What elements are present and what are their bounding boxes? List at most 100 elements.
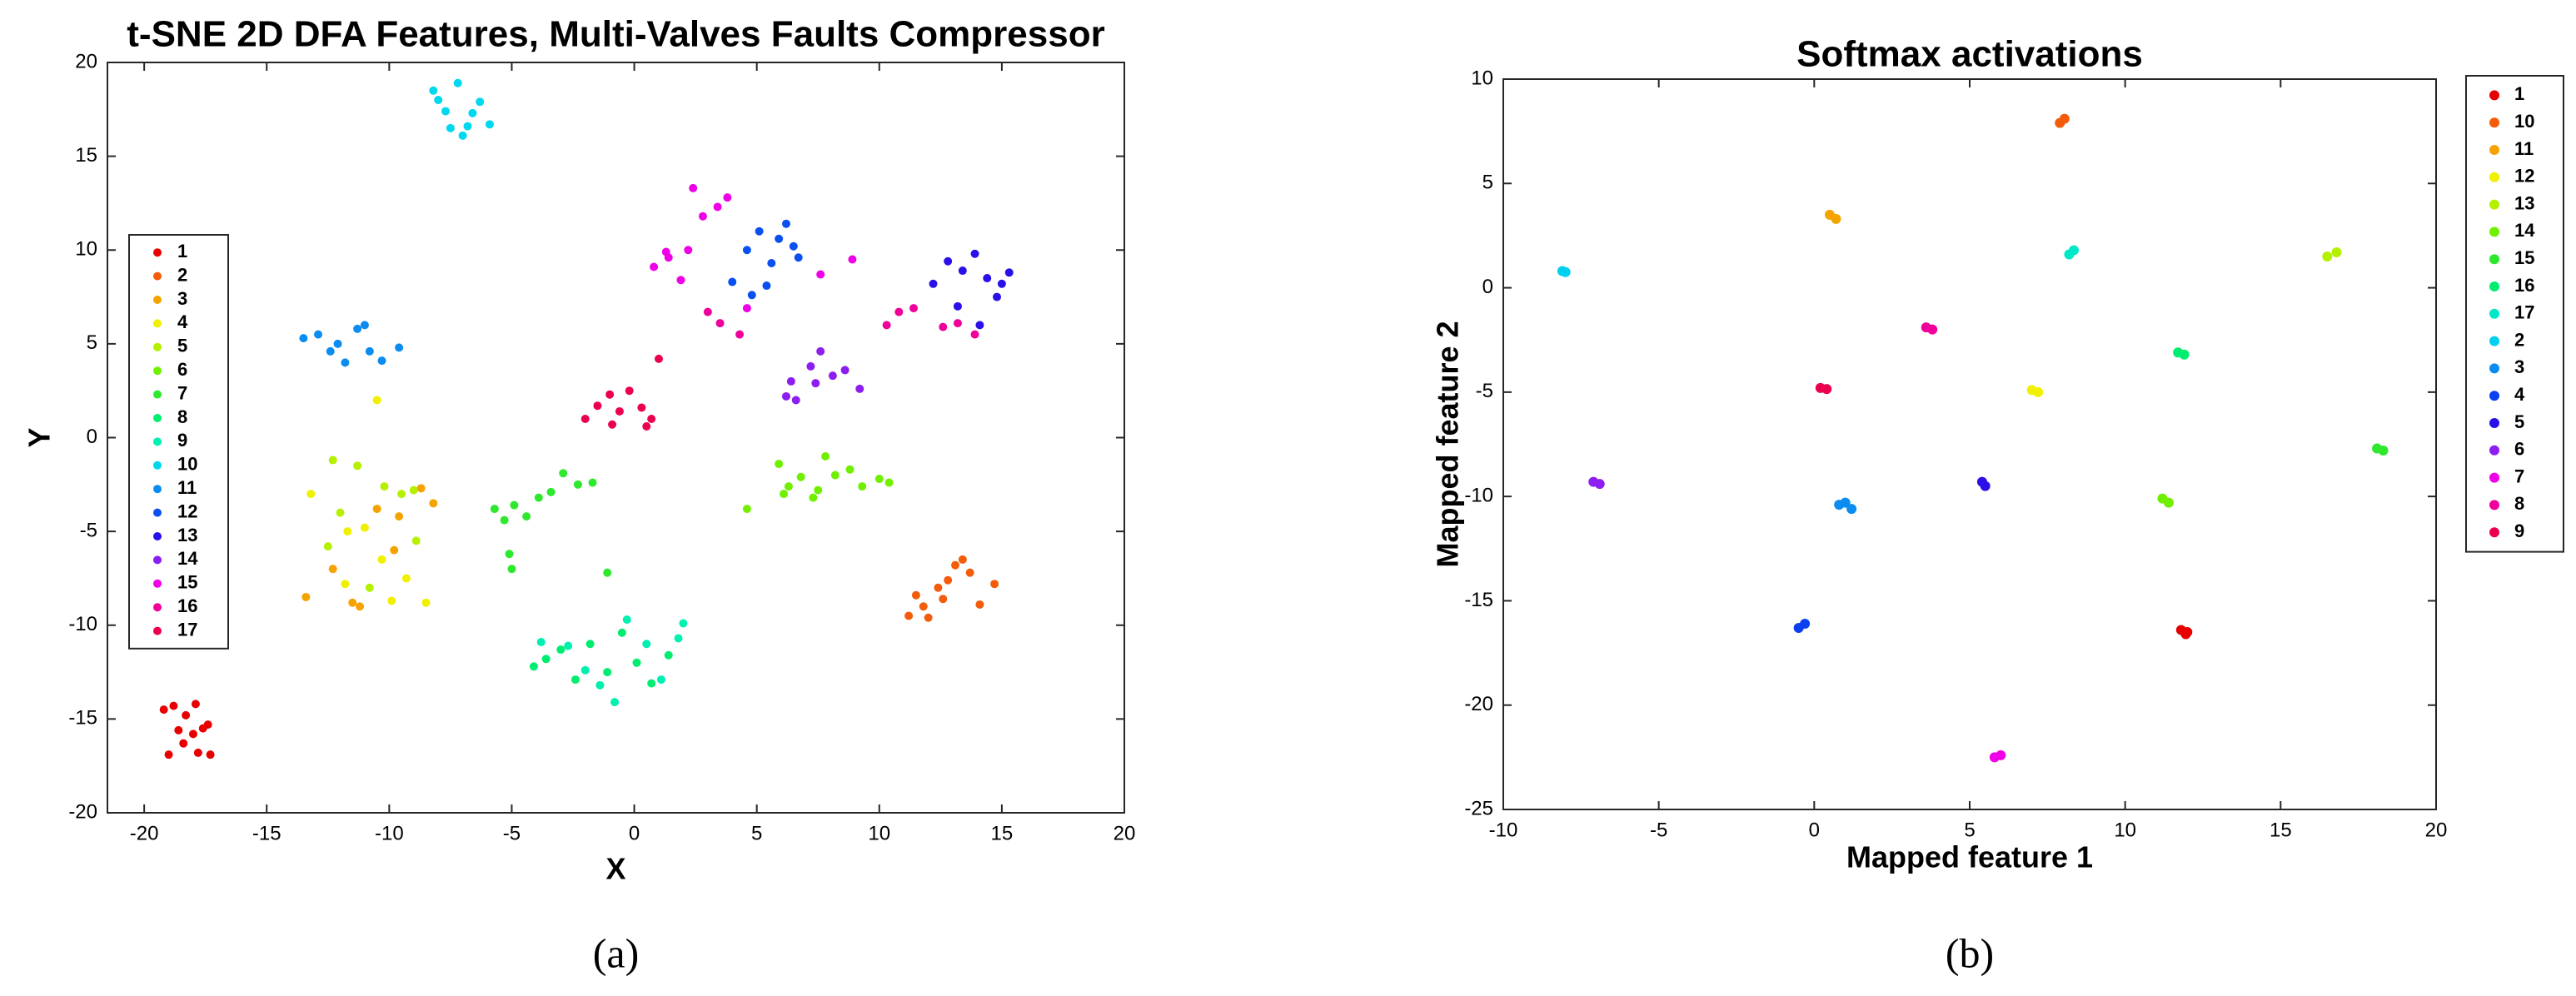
legend-marker [2489, 336, 2499, 346]
point [647, 414, 656, 423]
y-tick-label: 5 [1482, 172, 1493, 194]
point [970, 249, 979, 258]
point [742, 304, 751, 313]
point [944, 256, 953, 266]
legend-marker [153, 555, 162, 565]
point [463, 122, 472, 131]
point [603, 668, 612, 677]
legend-box [2465, 75, 2564, 553]
legend-label: 6 [177, 359, 187, 380]
x-tick-label: 15 [2270, 819, 2292, 841]
legend-label: 7 [2514, 466, 2524, 486]
point [416, 484, 426, 493]
legend-label: 8 [177, 406, 187, 427]
point [360, 523, 369, 532]
legend-label: 2 [177, 264, 187, 285]
point [610, 698, 620, 707]
y-tick-label: 10 [75, 238, 97, 261]
legend-marker [153, 532, 162, 540]
point [794, 253, 803, 262]
point [874, 475, 884, 484]
point [485, 120, 494, 129]
legend-label: 17 [177, 619, 197, 640]
legend-label: 12 [2514, 166, 2534, 187]
x-axis-label: X [605, 852, 625, 886]
x-tick-label: -15 [252, 822, 282, 844]
point [2179, 349, 2190, 360]
point [775, 234, 784, 243]
point [421, 598, 431, 607]
point [993, 292, 1002, 301]
point [939, 595, 948, 604]
y-tick-label: -10 [1464, 484, 1493, 506]
caption: (a) [593, 929, 640, 976]
point [1831, 213, 1841, 224]
point [637, 403, 646, 412]
point [654, 354, 663, 363]
legend-label: 9 [2514, 520, 2524, 541]
y-tick-label: -10 [68, 613, 97, 635]
plot-area [107, 62, 1125, 814]
y-tick-label: -20 [1464, 693, 1493, 715]
point [953, 301, 962, 311]
x-tick-label: 10 [2114, 819, 2136, 841]
point [182, 710, 191, 720]
point [360, 321, 369, 330]
point [939, 322, 948, 331]
legend-marker [2489, 199, 2499, 210]
point [348, 598, 357, 607]
legend-label: 10 [177, 454, 197, 475]
legend-marker [2489, 281, 2499, 291]
point [855, 384, 864, 393]
point [617, 628, 626, 637]
point [605, 390, 615, 399]
point [845, 465, 855, 474]
legend-label: 10 [2514, 111, 2534, 132]
legend-label: 16 [2514, 275, 2534, 296]
point [816, 270, 825, 279]
legend-marker [2489, 145, 2499, 155]
x-tick-label: 20 [1114, 822, 1136, 844]
point [593, 401, 602, 411]
point [441, 107, 451, 116]
point [909, 304, 918, 313]
point [571, 675, 580, 685]
point [894, 307, 904, 316]
point [625, 386, 634, 396]
chart-title: Softmax activations [1796, 34, 2143, 75]
point [970, 330, 979, 339]
point [934, 583, 943, 592]
point [387, 596, 396, 605]
point [353, 324, 362, 333]
point [664, 650, 673, 660]
point [811, 379, 820, 388]
legend-marker [153, 461, 162, 470]
legend-label: 17 [2514, 302, 2534, 323]
point [356, 602, 365, 611]
legend-marker [153, 319, 162, 328]
x-axis-label: Mapped feature 1 [1846, 840, 2093, 874]
point [541, 655, 551, 664]
legend-marker [153, 390, 162, 399]
legend-marker [2489, 227, 2499, 237]
legend-marker [2489, 500, 2499, 510]
point [546, 487, 556, 496]
point [1927, 324, 1938, 335]
point [608, 420, 617, 429]
point [780, 490, 789, 499]
point [468, 108, 477, 117]
point [715, 319, 725, 328]
point [830, 471, 840, 480]
point [728, 277, 737, 286]
point [997, 279, 1006, 288]
legend-marker [153, 414, 162, 422]
legend-label: 15 [177, 572, 197, 593]
point [580, 414, 590, 423]
point [301, 592, 311, 601]
point [791, 396, 800, 405]
point [1594, 479, 1605, 490]
point [556, 645, 566, 655]
point [559, 469, 568, 478]
point [929, 279, 938, 288]
legend-label: 4 [2514, 384, 2525, 405]
